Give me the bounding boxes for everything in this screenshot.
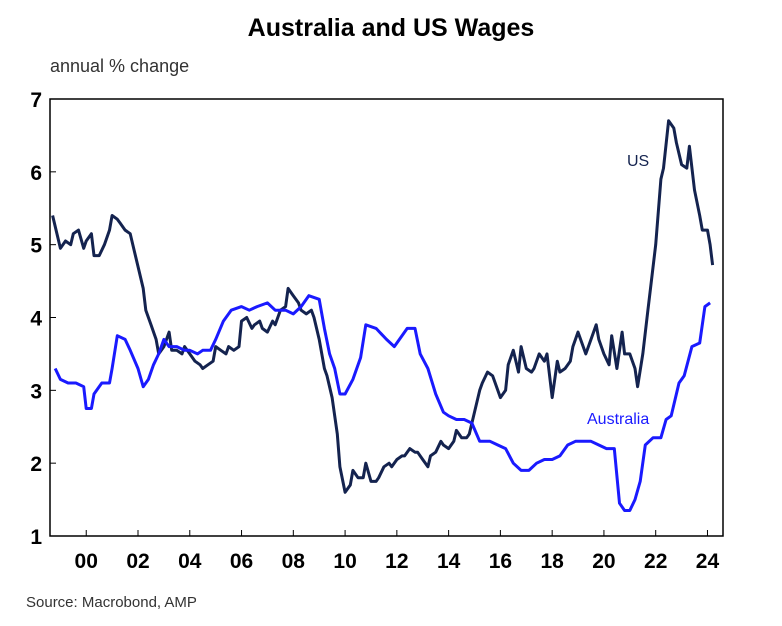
x-tick-label: 16 [489, 550, 512, 573]
y-tick-label: 6 [30, 162, 42, 185]
y-tick-label: 4 [30, 308, 42, 331]
x-tick-label: 02 [126, 550, 149, 573]
series-label-us: US [627, 153, 649, 170]
plot-frame [49, 98, 724, 537]
chart-title: Australia and US Wages [247, 14, 535, 42]
x-tick-label: 06 [230, 550, 253, 573]
x-tick-label: 18 [540, 550, 564, 573]
y-tick-label: 7 [30, 89, 42, 112]
source-note: Source: Macrobond, AMP [26, 594, 197, 611]
y-tick-label: 3 [30, 380, 42, 403]
y-tick-label: 5 [30, 235, 42, 258]
x-tick-label: 08 [282, 550, 306, 573]
x-tick-label: 24 [696, 550, 720, 573]
y-axis-unit-label: annual % change [50, 56, 190, 76]
series-line-australia [53, 294, 711, 512]
x-tick-label: 00 [75, 550, 98, 573]
series-line-us [51, 119, 715, 494]
x-tick-label: 10 [333, 550, 356, 573]
y-tick-label: 2 [30, 453, 42, 476]
series-label-australia: Australia [587, 411, 649, 428]
x-tick-label: 12 [385, 550, 408, 573]
x-tick-label: 14 [437, 550, 461, 573]
y-tick-label: 1 [30, 526, 42, 549]
series-lines [51, 119, 715, 512]
x-tick-label: 20 [592, 550, 615, 573]
x-tick-label: 22 [644, 550, 667, 573]
x-tick-label: 04 [178, 550, 202, 573]
